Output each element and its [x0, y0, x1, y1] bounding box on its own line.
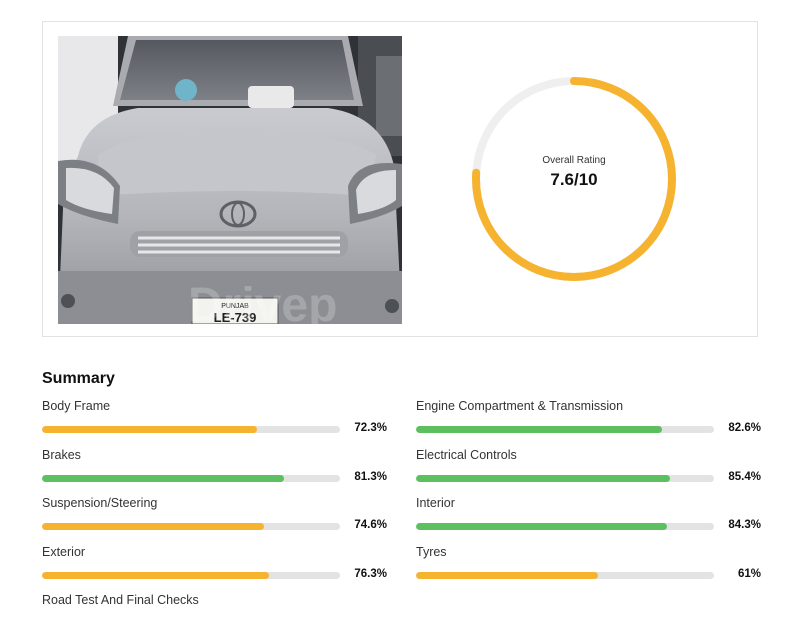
summary-item: Brakes 81.3% — [42, 448, 387, 497]
progress-track — [416, 474, 714, 482]
progress-track — [416, 523, 714, 530]
summary-item-percent: 81.3% — [354, 470, 387, 483]
summary-item-label: Brakes — [42, 447, 81, 462]
summary-item-label: Body Frame — [42, 399, 111, 413]
progress-fill — [416, 474, 671, 482]
page-heading-cutoff — [42, 0, 442, 6]
summary-item: Interior 84.3% — [416, 496, 761, 545]
summary-item-percent: 82.6% — [728, 422, 761, 434]
summary-item-label: Electrical Controls — [416, 447, 517, 462]
summary-item-percent: 84.3% — [728, 519, 761, 531]
overall-rating-gauge: Overall Rating 7.6/10 — [469, 74, 679, 284]
summary-item-label: Suspension/Steering — [42, 496, 158, 510]
summary-item-label: Exterior — [42, 544, 86, 559]
svg-text:Drivep: Drivep — [188, 279, 337, 324]
inspection-overview-card: PUNJAB LE-739 Drivep Overall Rating 7.6/… — [42, 21, 758, 337]
summary-item-percent: 74.6% — [354, 519, 387, 531]
summary-item: Engine Compartment & Transmission 82.6% — [416, 399, 761, 448]
svg-text:LE-739: LE-739 — [214, 310, 257, 324]
car-photo-illustration: PUNJAB LE-739 Drivep — [58, 36, 402, 324]
summary-item-percent: 61% — [737, 567, 761, 580]
progress-track — [416, 426, 714, 433]
progress-fill — [42, 474, 285, 482]
rating-value: 7.6/10 — [550, 169, 598, 189]
summary-item: Road Test And Final Checks — [42, 593, 387, 642]
car-photo[interactable]: PUNJAB LE-739 Drivep — [58, 36, 402, 324]
progress-track — [42, 474, 340, 482]
progress-track — [42, 426, 340, 433]
progress-track — [42, 523, 340, 530]
summary-item-label: Engine Compartment & Transmission — [416, 399, 624, 413]
progress-fill — [42, 523, 265, 530]
summary-item: Tyres 61% — [416, 545, 761, 594]
progress-fill — [416, 426, 663, 433]
summary-item-label: Interior — [416, 496, 455, 510]
rating-ring — [472, 77, 676, 281]
rating-ring-progress — [472, 77, 676, 281]
summary-item: Exterior 76.3% — [42, 545, 387, 594]
progress-fill — [416, 571, 598, 579]
summary-title: Summary — [42, 370, 115, 387]
summary-grid: Body Frame 72.3% Engine Compartment & Tr… — [42, 399, 761, 642]
progress-fill — [42, 426, 258, 433]
progress-fill — [42, 571, 270, 579]
rating-label: Overall Rating — [542, 154, 606, 166]
summary-item: Body Frame 72.3% — [42, 399, 387, 448]
summary-item: Suspension/Steering 74.6% — [42, 496, 387, 545]
summary-item: Electrical Controls 85.4% — [416, 448, 761, 497]
progress-track — [42, 571, 340, 579]
page-heading-text — [42, 0, 48, 6]
progress-track — [416, 571, 714, 579]
summary-item-percent: 85.4% — [728, 470, 761, 483]
svg-text:PUNJAB: PUNJAB — [221, 303, 249, 310]
summary-item-percent: 76.3% — [354, 567, 387, 580]
summary-item-percent: 72.3% — [354, 422, 387, 434]
summary-item-label: Road Test And Final Checks — [42, 593, 199, 607]
progress-fill — [416, 523, 668, 530]
rating-text: Overall Rating 7.6/10 — [469, 74, 679, 284]
summary-item-label: Tyres — [416, 544, 447, 559]
